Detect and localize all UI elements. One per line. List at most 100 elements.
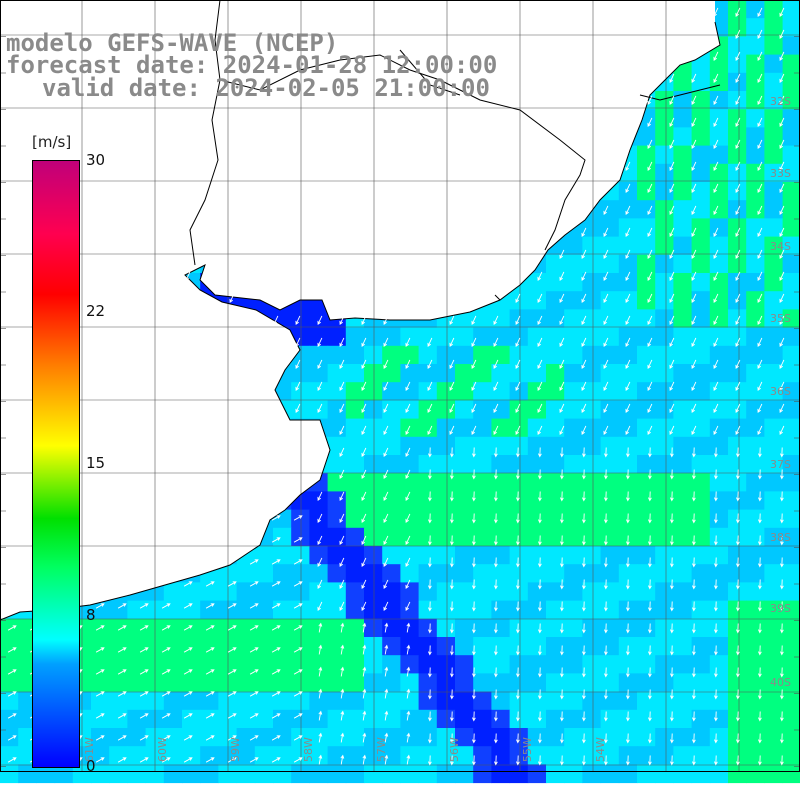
wind-arrow <box>581 381 587 391</box>
wind-cell <box>564 618 583 638</box>
wind-arrow <box>7 669 17 675</box>
wind-cell <box>618 455 638 474</box>
wind-cell <box>455 364 474 383</box>
wind-cell <box>709 273 729 292</box>
wind-cell <box>527 600 547 620</box>
wind-cell <box>436 473 456 492</box>
wind-arrow <box>757 249 763 259</box>
wind-arrow <box>95 691 105 697</box>
wind-cell <box>728 691 747 711</box>
wind-cell <box>746 382 765 401</box>
wind-arrow <box>735 491 740 502</box>
wind-cell <box>637 236 656 256</box>
wind-cell <box>436 382 456 401</box>
wind-cell <box>509 728 529 747</box>
wind-arrow <box>757 689 762 700</box>
wind-arrow <box>647 623 652 634</box>
wind-cell <box>600 345 620 365</box>
wind-cell <box>600 236 620 256</box>
wind-cell <box>746 291 765 310</box>
wind-cell <box>746 109 765 128</box>
wind-cell <box>600 254 620 274</box>
wind-arrow <box>581 249 587 259</box>
wind-cell <box>655 764 674 784</box>
wind-arrow <box>713 491 718 502</box>
wind-cell <box>764 291 784 310</box>
wind-arrow <box>427 381 433 391</box>
wind-cell <box>163 691 183 711</box>
wind-cell <box>637 600 656 620</box>
wind-arrow <box>757 381 763 391</box>
wind-arrow <box>449 557 454 568</box>
wind-cell <box>600 473 620 492</box>
wind-cell <box>345 455 365 474</box>
wind-arrow <box>139 603 149 609</box>
wind-arrow <box>625 161 631 171</box>
wind-arrow <box>271 603 281 609</box>
wind-cell <box>364 582 383 602</box>
wind-cell <box>345 618 365 638</box>
wind-cell <box>637 218 656 238</box>
wind-arrow <box>647 667 652 678</box>
wind-arrow <box>249 603 259 609</box>
wind-cell <box>473 345 492 365</box>
wind-cell <box>673 163 693 183</box>
wind-arrow <box>515 579 520 590</box>
wind-cell <box>254 600 274 620</box>
wind-cell <box>746 254 765 274</box>
wind-cell <box>709 327 729 347</box>
wind-arrow <box>779 557 784 568</box>
wind-cell <box>182 655 201 674</box>
wind-arrow <box>361 403 367 413</box>
wind-cell <box>400 582 420 602</box>
wind-cell <box>455 637 474 656</box>
wind-arrow <box>735 205 741 215</box>
wind-cell <box>491 455 511 474</box>
wind-cell <box>782 327 800 347</box>
wind-cell <box>109 709 128 729</box>
wind-cell <box>746 163 765 183</box>
wind-cell <box>618 582 638 602</box>
wind-cell <box>491 691 511 711</box>
wind-cell <box>600 218 620 238</box>
wind-arrow <box>405 359 411 369</box>
wind-arrow <box>183 581 193 587</box>
wind-cell <box>364 618 383 638</box>
wind-arrow <box>493 403 499 413</box>
wind-arrow <box>647 337 653 347</box>
wind-cell <box>364 364 383 383</box>
wind-cell <box>382 600 401 620</box>
wind-cell <box>709 254 729 274</box>
wind-cell <box>782 36 800 56</box>
wind-cell <box>655 509 674 529</box>
wind-cell <box>637 309 656 329</box>
wind-cell <box>364 709 383 729</box>
wind-cell <box>709 546 729 565</box>
wind-cell <box>382 655 401 674</box>
wind-cell <box>728 291 747 310</box>
wind-cell <box>382 546 401 565</box>
wind-arrow <box>669 249 675 259</box>
wind-cell <box>273 564 292 583</box>
wind-arrow <box>317 381 323 391</box>
wind-arrow <box>537 359 543 369</box>
wind-cell <box>764 163 784 183</box>
wind-arrow <box>691 755 696 766</box>
wind-cell <box>764 473 784 492</box>
wind-cell <box>546 764 565 784</box>
wind-cell <box>546 655 565 674</box>
wind-cell <box>764 72 784 92</box>
wind-cell <box>309 509 329 529</box>
wind-arrow <box>647 205 653 215</box>
wind-cell <box>582 527 602 547</box>
wind-cell <box>728 18 747 37</box>
wind-arrow <box>669 557 674 568</box>
wind-arrow <box>713 51 719 61</box>
wind-cell <box>72 764 92 784</box>
longitude-label: 59W <box>229 737 242 762</box>
wind-arrow <box>603 535 608 546</box>
wind-cell <box>637 509 656 529</box>
wind-cell <box>782 18 800 37</box>
wind-arrow <box>779 205 785 215</box>
wind-arrow <box>384 666 389 677</box>
